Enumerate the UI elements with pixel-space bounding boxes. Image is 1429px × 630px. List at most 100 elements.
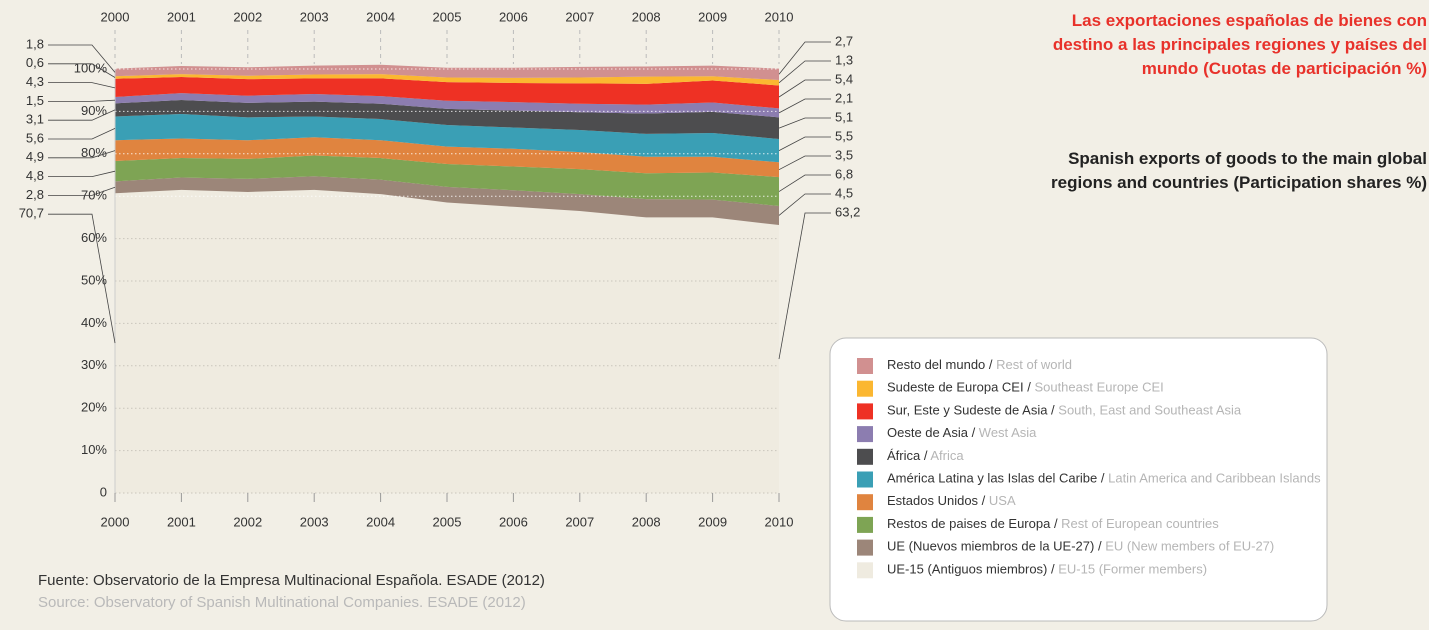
area [115, 77, 779, 109]
end-label-left: 1,8 [26, 36, 44, 51]
leader-left [48, 63, 116, 78]
y-tick-label: 70% [81, 188, 107, 203]
leader-left [48, 150, 116, 159]
end-label-left: 5,6 [26, 130, 44, 145]
y-tick-label: 10% [81, 442, 107, 457]
legend-name-en: Rest of European countries [1061, 516, 1219, 531]
y-tick-label: 90% [81, 103, 107, 118]
legend-name-en: Rest of world [996, 357, 1072, 372]
legend-swatch [857, 494, 873, 511]
title-line: mundo (Cuotas de participación %) [1142, 59, 1427, 78]
legend-name-en: USA [989, 494, 1016, 509]
legend-name-en: South, East and Southeast Asia [1058, 403, 1242, 418]
title-line: Las exportaciones españolas de bienes co… [1072, 11, 1427, 30]
legend-label: Oeste de Asia / West Asia [887, 426, 1037, 441]
leader-right [778, 41, 831, 75]
legend-sep: / [1094, 539, 1105, 554]
x-tick-label: 2008 [632, 514, 661, 529]
x-tick-label: 2007 [565, 514, 594, 529]
legend-name-en: EU (New members of EU-27) [1105, 539, 1274, 554]
legend-swatch [857, 516, 873, 533]
legend-swatch [857, 426, 873, 443]
legend-label: UE-15 (Antiguos miembros) / EU-15 (Forme… [887, 562, 1207, 577]
area [115, 155, 779, 206]
area [115, 93, 779, 118]
leader-left [48, 44, 116, 73]
leader-right [778, 98, 831, 114]
legend-label: UE (Nuevos miembros de la UE-27) / EU (N… [887, 539, 1274, 554]
legend-label: Sur, Este y Sudeste de Asia / South, Eas… [887, 403, 1242, 418]
leader-right [778, 193, 831, 216]
legend-sep: / [1024, 380, 1035, 395]
legend-name: Oeste de Asia [887, 426, 969, 441]
area [115, 137, 779, 178]
legend-swatch [857, 358, 873, 374]
legend-name: Resto del mundo [887, 357, 985, 372]
end-label-left: 4,9 [26, 149, 44, 164]
leader-right [778, 174, 831, 192]
end-label-right: 5,1 [835, 109, 853, 124]
legend-name: América Latina y las Islas del Caribe [887, 471, 1097, 486]
y-tick-label: 60% [81, 230, 107, 245]
x-tick-label: 2004 [366, 514, 395, 529]
title-en: Spanish exports of goods to the main glo… [1051, 149, 1427, 192]
area [115, 113, 779, 163]
title-line: Spanish exports of goods to the main glo… [1068, 149, 1427, 168]
area [115, 64, 779, 81]
area [115, 176, 779, 226]
title-line: destino a las principales regiones y paí… [1053, 35, 1427, 54]
x-tick-label-top: 2008 [632, 9, 661, 24]
legend-label: América Latina y las Islas del Caribe / … [887, 471, 1321, 486]
y-tick-label: 0 [100, 484, 107, 499]
x-tick-label-top: 2003 [300, 9, 329, 24]
end-label-right: 4,5 [835, 185, 853, 200]
x-tick-label-top: 2005 [433, 9, 462, 24]
y-tick-label: 50% [81, 272, 107, 287]
end-label-right: 1,3 [835, 52, 853, 67]
leader-right [778, 155, 831, 171]
legend-sep: / [1047, 403, 1058, 418]
leader-left [48, 186, 116, 196]
end-label-left: 1,5 [26, 93, 44, 108]
title-es: Las exportaciones españolas de bienes co… [1053, 11, 1427, 78]
end-label-right: 3,5 [835, 147, 853, 162]
x-tick-label: 2003 [300, 514, 329, 529]
source-es: Fuente: Observatorio de la Empresa Multi… [38, 572, 545, 589]
legend-name: UE-15 (Antiguos miembros) [887, 562, 1047, 577]
legend-sep: / [1097, 471, 1108, 486]
legend-name: Sur, Este y Sudeste de Asia [887, 403, 1048, 418]
legend-box [829, 337, 1328, 622]
legend-name: UE (Nuevos miembros de la UE-27) [887, 539, 1094, 554]
source-en: Source: Observatory of Spanish Multinati… [38, 594, 526, 611]
legend-name-en: West Asia [979, 426, 1037, 441]
leader-right [778, 136, 831, 151]
leader-right [778, 117, 831, 129]
legend-sep: / [985, 357, 996, 372]
leader-left [48, 82, 116, 89]
leader-left [48, 213, 116, 344]
y-tick-label: 40% [81, 315, 107, 330]
end-label-left: 70,7 [19, 206, 44, 221]
legend-sep: / [968, 426, 979, 441]
x-tick-label-top: 2007 [565, 9, 594, 24]
x-tick-label: 2006 [499, 514, 528, 529]
legend-swatch [857, 539, 873, 556]
x-tick-label-top: 2010 [765, 9, 794, 24]
y-tick-label: 30% [81, 357, 107, 372]
legend-name-en: Africa [930, 448, 964, 463]
end-label-left: 4,3 [26, 74, 44, 89]
legend-name-en: Latin America and Caribbean Islands [1108, 471, 1321, 486]
legend-name-en: Southeast Europe CEI [1034, 380, 1163, 395]
x-tick-label: 2002 [233, 514, 262, 529]
x-tick-label-top: 2006 [499, 9, 528, 24]
x-tick-label-top: 2000 [101, 9, 130, 24]
end-label-left: 2,8 [26, 187, 44, 202]
end-label-right: 5,4 [835, 71, 853, 86]
end-label-right: 6,8 [835, 166, 853, 181]
end-label-right: 2,7 [835, 33, 853, 48]
legend-sep: / [920, 448, 930, 463]
legend-swatch [857, 380, 873, 397]
y-tick-label: 20% [81, 400, 107, 415]
end-label-left: 0,6 [26, 55, 44, 70]
